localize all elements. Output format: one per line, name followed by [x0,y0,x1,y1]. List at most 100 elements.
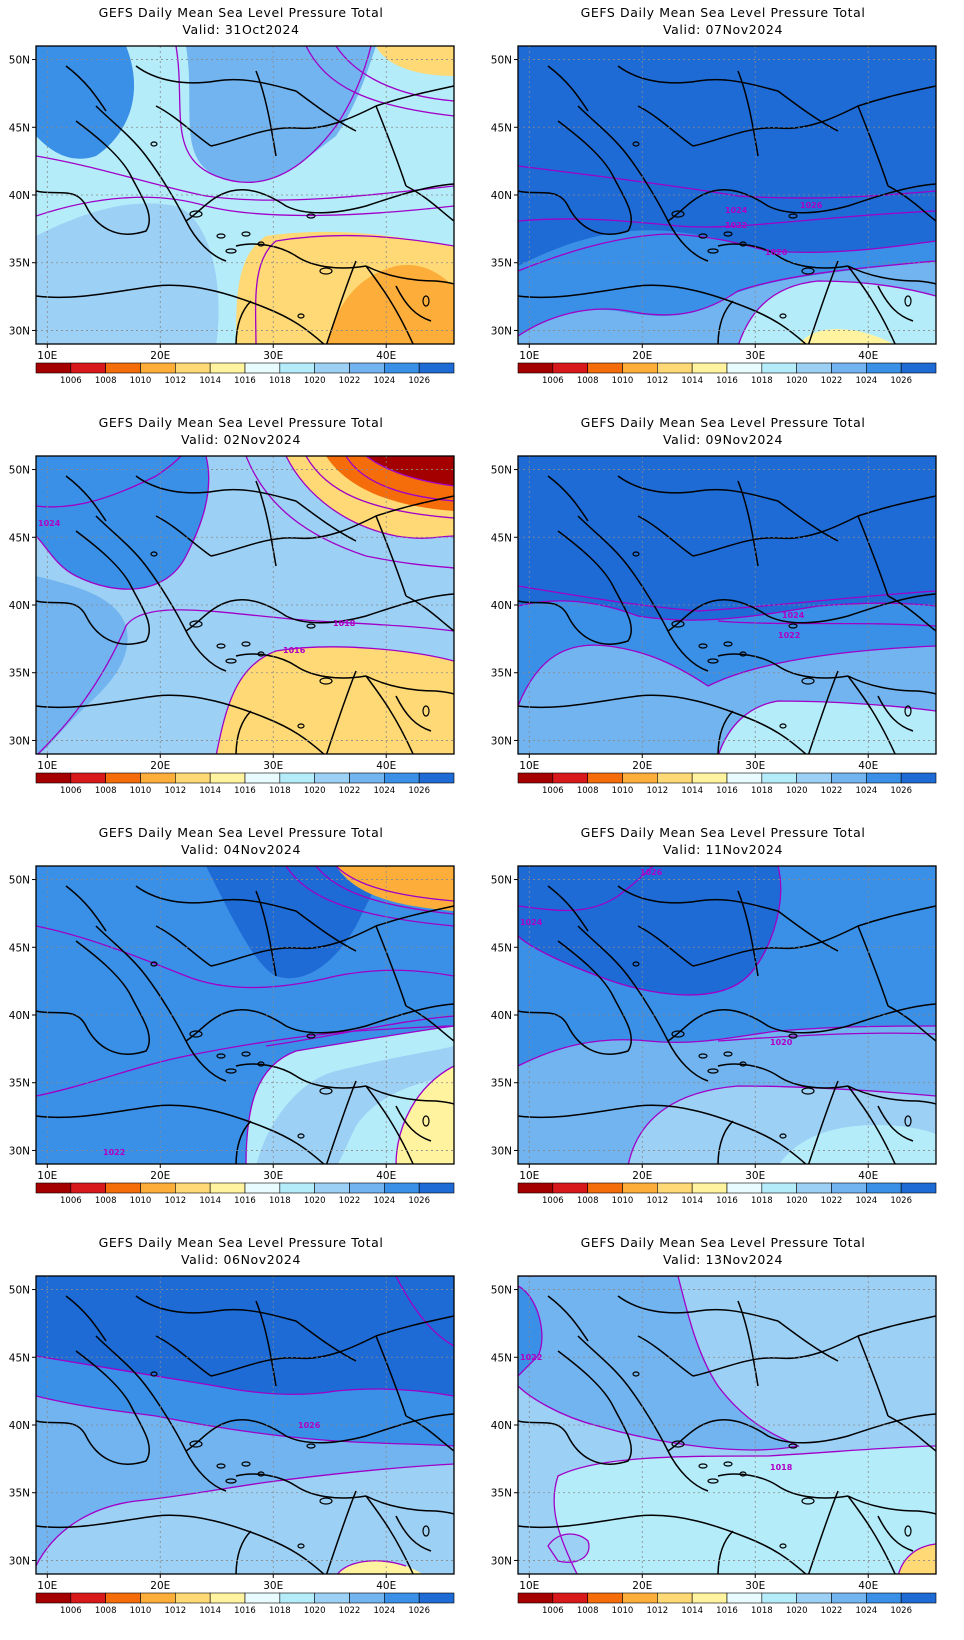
lat-tick-label: 50N [9,875,30,887]
isobar-line [336,1560,407,1574]
colorbar-label: 1024 [374,376,396,386]
coastline-border [365,265,414,344]
lat-tick-label: 45N [491,532,512,544]
lat-tick-label: 30N [9,1555,30,1567]
colorbar-label: 1020 [304,786,326,796]
coastline-border [65,1295,107,1342]
coastline-border [737,1300,759,1387]
colorbar-label: 1020 [304,1606,326,1616]
colorbar-swatch [209,1592,246,1604]
colorbar-swatch [726,772,763,784]
colorbar-swatch [70,362,106,374]
forecast-panel: GEFS Daily Mean Sea Level Pressure Total… [482,1230,964,1640]
colorbar-swatch [105,772,141,784]
colorbar-label: 1020 [786,1196,808,1206]
isobar-label: 1024 [782,611,805,620]
colorbar-swatch [552,1592,588,1604]
island-outline [632,141,640,147]
island-outline [739,1061,747,1067]
lat-tick-label: 45N [9,532,30,544]
coastline-border [637,1335,694,1377]
coastline-border [325,1490,357,1574]
colorbar-swatch [349,1182,385,1194]
lat-tick-label: 50N [9,1285,30,1297]
isobar-line [547,1533,590,1563]
colorbar-label: 1016 [234,1196,256,1206]
pressure-region [518,1276,798,1450]
coastline-border [692,1315,936,1377]
lon-tick-label: 20E [632,350,652,362]
isobar-line [518,210,936,228]
coastline-border [717,1473,849,1499]
coastline-border [847,1495,936,1515]
colorbar-label: 1024 [374,1606,396,1616]
coastline-border [518,530,633,645]
isobar-label: 1024 [520,918,543,927]
colorbar-swatch [279,772,315,784]
colorbar-label: 1022 [821,376,843,386]
lat-tick-label: 40N [491,600,512,612]
isobar-line [265,1015,454,1047]
island-outline [241,1461,251,1467]
island-outline [904,1115,912,1127]
colorbar-swatch [866,1182,902,1194]
isobar-line [175,46,372,183]
coastline-border [667,593,936,632]
island-outline [241,231,251,237]
colorbar-swatch [761,362,797,374]
isobar-line [518,260,936,337]
coastline-border [617,475,779,502]
colorbar-swatch [349,362,385,374]
pressure-region [36,866,386,979]
island-outline [189,1030,203,1038]
island-outline [297,1543,305,1549]
lat-tick-label: 40N [9,600,30,612]
colorbar-swatch [418,772,455,784]
coastline-border [365,1495,414,1574]
colorbar-swatch [622,1182,658,1194]
coastline-border [65,885,107,932]
pressure-region [376,46,454,76]
coastline-border [235,653,367,679]
island-outline [707,658,719,664]
colorbar-swatch [175,772,211,784]
island-outline [306,1033,316,1039]
island-outline [632,961,640,967]
coastline-border [185,183,454,222]
lon-tick-label: 30E [745,760,765,772]
panel-title: GEFS Daily Mean Sea Level Pressure Total [580,415,866,430]
coastline-border [847,675,896,754]
island-outline [788,213,798,219]
island-outline [297,723,305,729]
pressure-region [396,1066,454,1164]
forecast-panel: GEFS Daily Mean Sea Level Pressure Total… [0,820,482,1230]
isobar-label: 1022 [520,1353,542,1362]
coastline-border [717,653,849,679]
colorbar-swatch [657,1592,693,1604]
forecast-panel: GEFS Daily Mean Sea Level Pressure Total… [482,410,964,820]
colorbar-swatch [209,1182,246,1194]
lon-tick-label: 10E [519,1580,539,1592]
isobar-line [553,1445,936,1574]
pressure-map: 1026 30N 35N 40N 45N 50N 10E 20E 30E 40E 1006 1008 1… [9,1275,455,1616]
island-outline [779,1133,787,1139]
island-outline [216,233,226,239]
coastline-border [365,675,414,754]
colorbar-label: 1014 [681,1196,703,1206]
pressure-region [738,281,936,344]
colorbar-swatch [831,1592,867,1604]
colorbar-swatch [587,362,623,374]
pressure-map: 1024 1022 1020 1026 30N 35N 40N 45N 50N 10E 20E 30E… [491,45,937,386]
colorbar-swatch [349,772,385,784]
coastline-border [807,260,839,344]
coastline-border [36,1514,325,1574]
coastline-border [255,1300,277,1387]
colorbar-swatch [418,1592,455,1604]
island-outline [319,267,333,275]
isobar-line [717,1032,936,1042]
coastline-border [737,890,759,977]
colorbar-label: 1008 [577,786,599,796]
coastline-border [577,105,709,262]
lat-tick-label: 45N [9,122,30,134]
isobar-label: 1020 [770,1038,793,1047]
